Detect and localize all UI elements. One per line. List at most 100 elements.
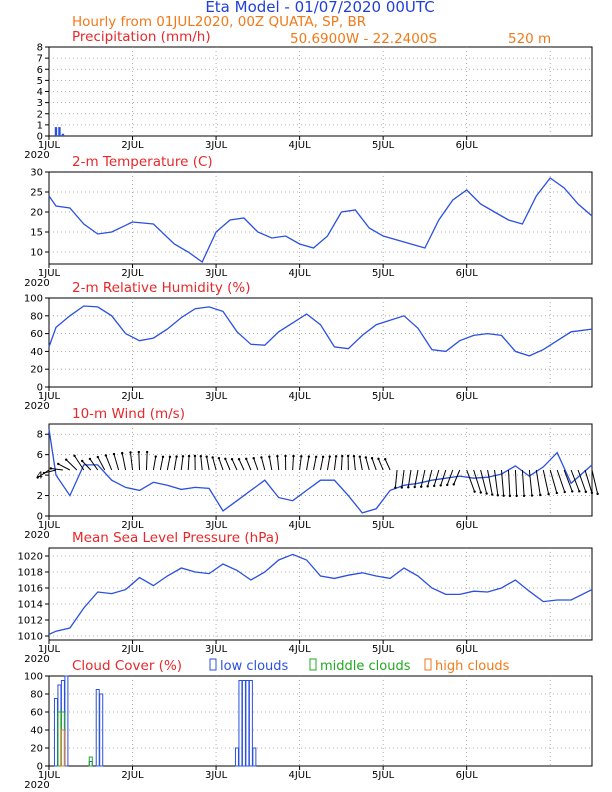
y-tick-label: 20 — [30, 744, 43, 755]
y-tick-label: 0 — [37, 512, 43, 523]
legend-label: middle clouds — [320, 659, 411, 674]
wind-arrow — [166, 456, 171, 471]
wind-arrow — [420, 469, 426, 487]
cloud-bar — [99, 693, 104, 767]
wind-arrow-head — [199, 455, 203, 458]
wind-arrow — [359, 456, 363, 471]
x-tick-label: 2JUL — [121, 391, 144, 402]
wind-arrow — [231, 459, 238, 471]
wind-arrow-head — [452, 483, 455, 486]
panel-temperature: 10 15 20 25 30 1JUL 2JUL 3JUL 4JUL 5JUL 6JUL 2020 2-… — [24, 154, 593, 289]
cloud-bar — [64, 675, 69, 767]
legend-swatch — [309, 658, 317, 671]
wind-arrow — [65, 459, 78, 471]
panel-title: 2-m Temperature (C) — [72, 154, 213, 170]
wind-arrow-head — [292, 454, 295, 458]
x-tick-label: 5JUL — [372, 391, 395, 402]
x-tick-label: 1JUL — [38, 770, 61, 781]
wind-arrow-head — [260, 456, 263, 459]
y-tick-label: 3 — [37, 98, 43, 109]
wind-arrow — [129, 452, 134, 471]
wind-arrow — [306, 456, 310, 471]
wind-arrow — [260, 457, 266, 471]
x-tick-label: 6JUL — [456, 520, 479, 531]
cloud-bar — [252, 747, 257, 767]
panel-frame — [48, 297, 593, 388]
x-tick-label: 4JUL — [289, 268, 312, 279]
wind-arrow — [494, 469, 499, 496]
wind-arrow — [97, 456, 106, 471]
wind-arrow — [407, 469, 412, 488]
y-tick-label: 80 — [30, 690, 43, 701]
panel-title: Cloud Cover (%) — [72, 658, 182, 674]
wind-arrow-head — [496, 494, 500, 497]
precip-bar — [54, 127, 58, 136]
wind-arrow-head — [96, 455, 100, 459]
y-tick-label: 4 — [37, 87, 43, 98]
x-year-label: 2020 — [24, 278, 49, 289]
wind-arrow-head — [217, 457, 221, 460]
wind-arrow-head — [578, 490, 581, 493]
location-coordinates: 50.6900W - 22.2400S — [290, 31, 437, 47]
wind-arrow — [145, 452, 148, 471]
x-tick-label: 2JUL — [121, 140, 144, 151]
cloud-bar — [238, 680, 243, 767]
y-tick-label: 60 — [30, 329, 43, 340]
wind-arrow — [542, 469, 550, 495]
wind-arrow-head — [508, 494, 512, 498]
wind-arrow-head — [352, 455, 356, 458]
wind-arrow — [549, 469, 558, 494]
wind-arrow — [89, 458, 99, 471]
pressure-line — [48, 553, 593, 635]
wind-arrow — [224, 458, 231, 471]
temperature-line — [48, 177, 593, 263]
panel-frame — [48, 46, 593, 137]
y-tick-label: 1020 — [18, 552, 43, 563]
wind-arrow-head — [42, 471, 46, 475]
wind-arrow-head — [175, 455, 178, 458]
wind-arrow-head — [104, 454, 108, 457]
y-tick-label: 1016 — [18, 584, 43, 595]
y-tick-label: 0 — [37, 762, 43, 773]
cloud-bar — [248, 680, 253, 767]
wind-arrow-head — [36, 476, 39, 479]
wind-arrow-head — [154, 455, 157, 458]
y-tick-label: 8 — [37, 430, 43, 441]
x-year-label: 2020 — [24, 530, 49, 541]
y-tick-label: 20 — [30, 208, 43, 219]
wind-arrow-head — [394, 486, 397, 489]
x-tick-label: 5JUL — [372, 644, 395, 655]
panel-frame — [48, 675, 593, 767]
y-tick-label: 30 — [30, 168, 43, 179]
wind-arrow — [353, 456, 356, 471]
wind-arrow — [212, 457, 217, 471]
wind-arrow — [584, 469, 593, 493]
wind-arrow — [384, 459, 391, 471]
wind-arrow — [43, 469, 57, 474]
x-tick-label: 4JUL — [289, 391, 312, 402]
y-tick-label: 1010 — [18, 632, 43, 643]
wind-arrow-head — [88, 457, 92, 461]
wind-arrow — [401, 469, 405, 488]
precip-bar — [61, 133, 65, 136]
y-tick-label: 60 — [30, 708, 43, 719]
wind-arrow — [570, 469, 580, 492]
wind-arrow-head — [120, 451, 124, 455]
wind-arrow-head — [596, 492, 599, 496]
wind-arrow — [245, 458, 252, 471]
wind-arrow — [514, 469, 518, 496]
wind-arrow — [218, 458, 224, 471]
panel-cloud_cover: 0 20 40 60 80 100 1JUL 2JUL 3JUL 4JUL 5JUL 6JUL 2020… — [24, 658, 593, 791]
x-tick-label: 5JUL — [372, 770, 395, 781]
x-tick-label: 1JUL — [38, 520, 61, 531]
wind-arrow — [313, 456, 317, 471]
x-tick-label: 3JUL — [205, 268, 228, 279]
page-title: Eta Model - 01/07/2020 00UTC — [205, 0, 434, 16]
wind-arrow-head — [321, 455, 325, 459]
panel-title: 10-m Wind (m/s) — [72, 406, 185, 422]
x-tick-label: 4JUL — [289, 140, 312, 151]
wind-arrow — [371, 458, 377, 471]
wind-arrow — [276, 456, 280, 471]
y-tick-label: 40 — [30, 726, 43, 737]
